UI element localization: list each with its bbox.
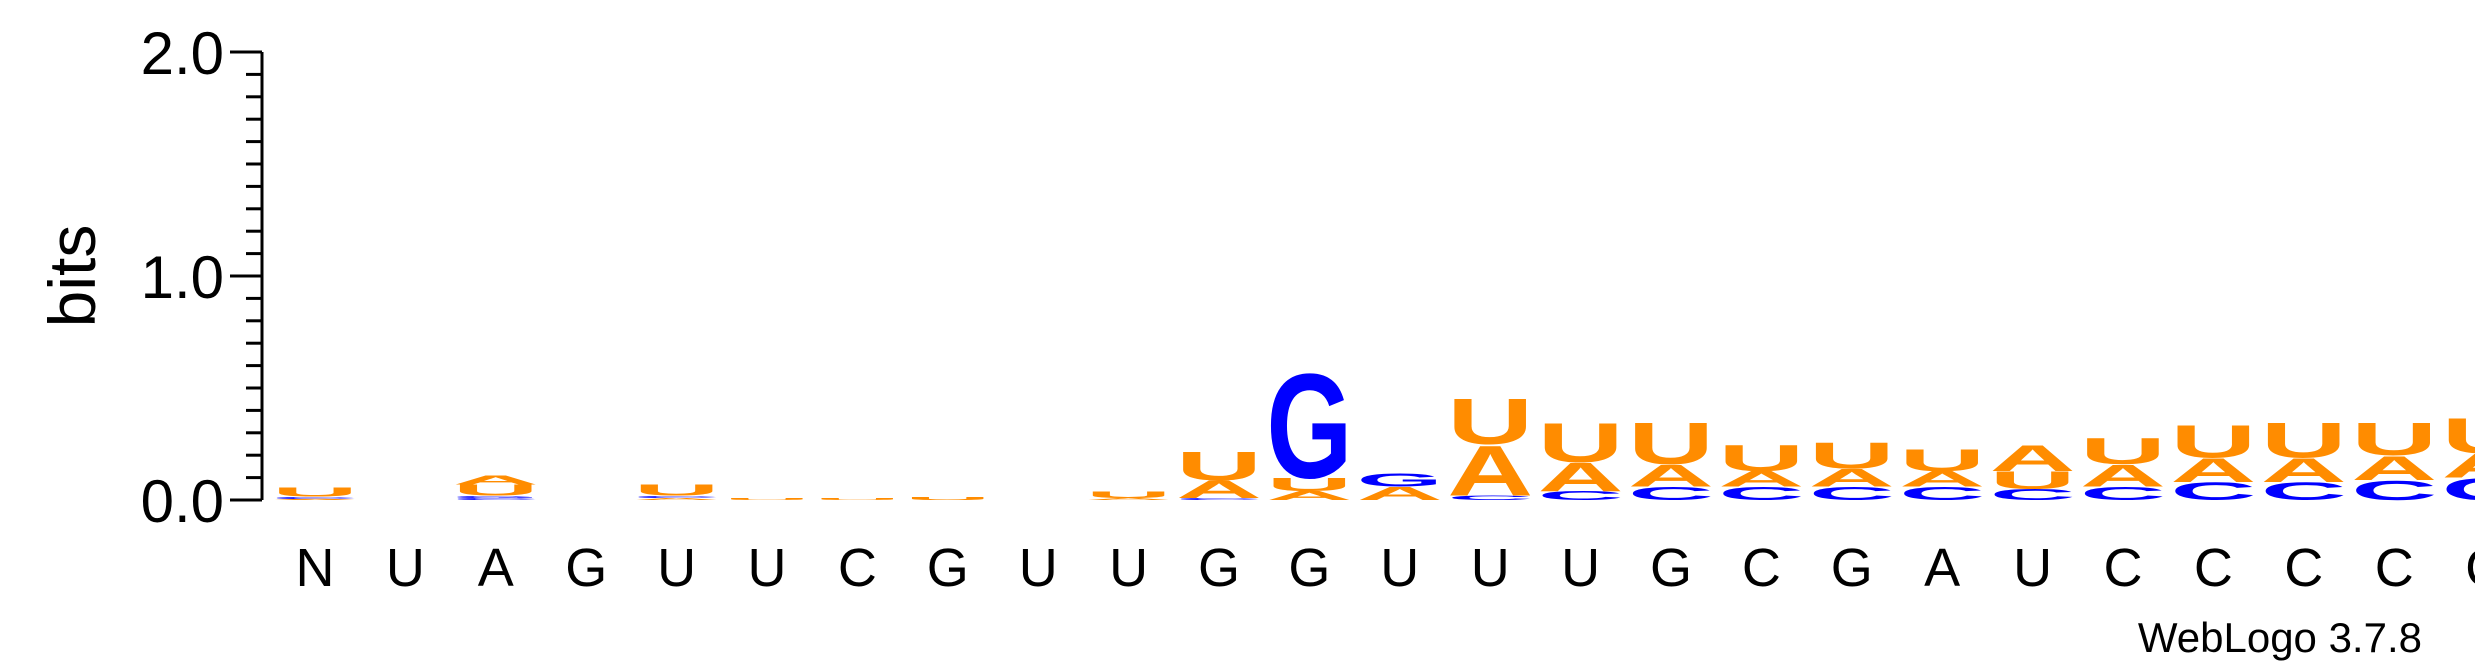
logo-letter-U: U: [1538, 411, 1624, 474]
x-tick-label: N: [296, 538, 335, 598]
logo-letter-U: U: [1176, 443, 1262, 488]
x-tick-label: C: [2104, 538, 2143, 598]
logo-letter-U: U: [272, 485, 358, 499]
logo-letter-U: U: [1899, 443, 1985, 478]
x-tick-label: U: [2013, 538, 2052, 598]
x-tick-label: C: [2284, 538, 2323, 598]
x-tick-label: U: [1380, 538, 1419, 598]
x-tick-label: C: [2194, 538, 2233, 598]
x-tick-label: G: [1288, 538, 1330, 598]
logo-letter-U: U: [814, 497, 900, 500]
x-tick-label: G: [927, 538, 969, 598]
x-tick-label: G: [1831, 538, 1873, 598]
logo-letter-U: U: [2080, 430, 2166, 472]
x-tick-label: U: [386, 538, 425, 598]
logo-letter-G: G: [1357, 470, 1443, 491]
logo-letter-U: U: [2351, 413, 2437, 465]
weblogo-credit: WebLogo 3.7.8: [2138, 614, 2422, 661]
x-tick-label: C: [838, 538, 877, 598]
x-tick-label: U: [1471, 538, 1510, 598]
logo-letter-A: A: [1990, 437, 2076, 479]
x-tick-label: U: [1109, 538, 1148, 598]
logo-letter-U: U: [905, 496, 991, 501]
y-tick-label: 0.0: [141, 468, 224, 535]
y-tick-label: 1.0: [141, 244, 224, 311]
x-tick-label: C: [2375, 538, 2414, 598]
x-tick-label: G: [1650, 538, 1692, 598]
logo-letter-U: U: [724, 497, 810, 500]
logo-letter-U: U: [634, 481, 720, 498]
x-tick-label: U: [1561, 538, 1600, 598]
x-tick-label: C: [2465, 538, 2475, 598]
x-tick-label: U: [657, 538, 696, 598]
x-tick-label: G: [565, 538, 607, 598]
x-tick-label: U: [748, 538, 787, 598]
y-axis-label: bits: [35, 225, 109, 328]
logo-letter-U: U: [1447, 386, 1533, 459]
x-tick-label: U: [1019, 538, 1058, 598]
logo-letter-U: U: [2442, 408, 2475, 464]
logo-letter-U: U: [1628, 411, 1714, 477]
x-tick-label: G: [1198, 538, 1240, 598]
logo-letter-U: U: [1086, 489, 1172, 499]
x-tick-labels: NUAGUUCGUUGGUUUGCGAUCCCCC: [296, 538, 2475, 598]
logo-letter-U: U: [1718, 437, 1804, 479]
y-tick-label: 2.0: [141, 20, 224, 87]
logo-letter-U: U: [2261, 413, 2347, 469]
x-tick-label: A: [1924, 538, 1960, 598]
logo-letter-A: A: [453, 473, 539, 487]
logo-letter-U: U: [2170, 416, 2256, 468]
logo-letter-U: U: [1809, 435, 1895, 477]
x-tick-label: A: [478, 538, 514, 598]
x-tick-label: C: [1742, 538, 1781, 598]
logo-letter-G: G: [1266, 342, 1352, 509]
y-ticks: 0.0 1.0 2.0: [141, 20, 262, 535]
